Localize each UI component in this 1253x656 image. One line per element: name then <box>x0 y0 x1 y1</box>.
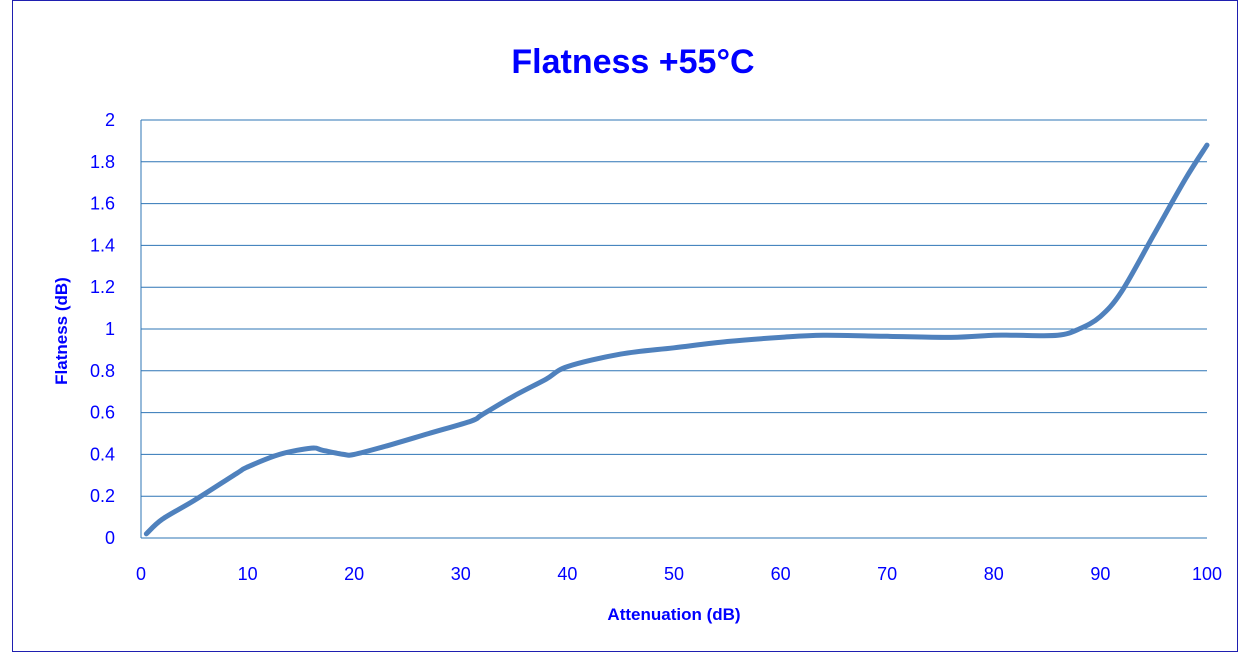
x-tick-label: 100 <box>1192 564 1222 584</box>
y-axis-title: Flatness (dB) <box>52 277 71 385</box>
y-tick-label: 1.2 <box>90 277 115 297</box>
y-tick-label: 1.4 <box>90 235 115 255</box>
x-tick-label: 60 <box>771 564 791 584</box>
y-tick-label: 2 <box>105 110 115 130</box>
x-tick-label: 30 <box>451 564 471 584</box>
y-tick-label: 1.6 <box>90 194 115 214</box>
x-tick-label: 50 <box>664 564 684 584</box>
x-tick-labels: 0 10 20 30 40 50 60 70 80 90 100 <box>136 564 1222 584</box>
x-tick-label: 80 <box>984 564 1004 584</box>
x-tick-label: 40 <box>557 564 577 584</box>
y-tick-label: 0 <box>105 528 115 548</box>
x-tick-label: 20 <box>344 564 364 584</box>
y-tick-label: 1 <box>105 319 115 339</box>
flatness-chart: Flatness +55°C 0 0.2 0.4 0.6 0.8 1 1.2 1.4 1.6 1.… <box>52 43 1222 624</box>
y-tick-label: 0.4 <box>90 444 115 464</box>
chart-frame: Flatness +55°C 0 0.2 0.4 0.6 0.8 1 1.2 1.4 1.6 1.… <box>12 0 1238 652</box>
y-tick-label: 0.8 <box>90 361 115 381</box>
x-tick-label: 70 <box>877 564 897 584</box>
x-axis-title: Attenuation (dB) <box>607 605 740 624</box>
y-tick-labels: 0 0.2 0.4 0.6 0.8 1 1.2 1.4 1.6 1.8 2 <box>90 110 115 548</box>
series-layer <box>143 142 1210 537</box>
series-line <box>143 142 1210 537</box>
gridlines <box>140 119 1207 539</box>
x-tick-label: 90 <box>1090 564 1110 584</box>
x-tick-label: 10 <box>238 564 258 584</box>
y-tick-label: 0.6 <box>90 403 115 423</box>
chart-title: Flatness +55°C <box>511 43 754 81</box>
y-tick-label: 0.2 <box>90 486 115 506</box>
x-tick-label: 0 <box>136 564 146 584</box>
y-tick-label: 1.8 <box>90 152 115 172</box>
